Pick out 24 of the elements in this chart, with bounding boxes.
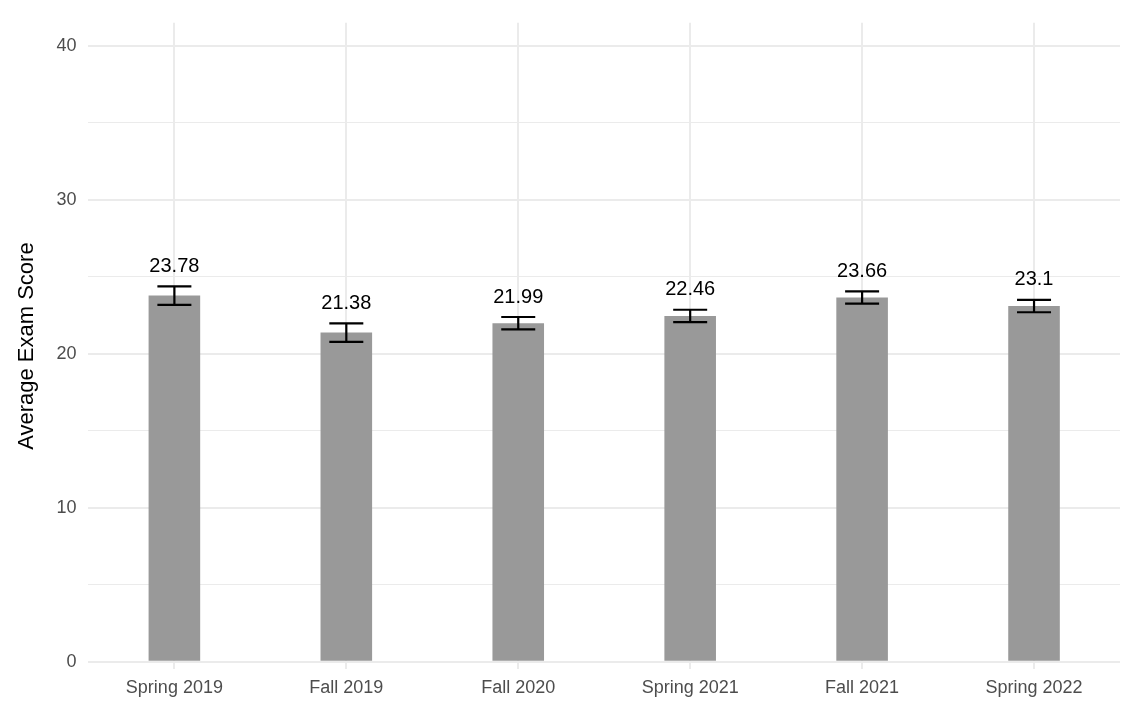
x-tick-label: Fall 2020: [481, 677, 556, 698]
data-label: 23.66: [837, 258, 888, 281]
y-tick-label: 20: [56, 342, 77, 363]
x-tick-label: Fall 2021: [825, 677, 900, 698]
y-tick-label: 30: [56, 188, 77, 209]
data-label: 23.1: [1014, 267, 1054, 290]
data-label: 22.46: [665, 277, 716, 300]
y-tick-label: 0: [66, 650, 77, 671]
bar: [836, 297, 888, 661]
x-tick-label: Spring 2021: [641, 677, 739, 698]
y-axis-title: Average Exam Score: [13, 242, 39, 450]
bar: [1008, 306, 1060, 661]
x-tick-label: Spring 2019: [125, 677, 223, 698]
y-tick-label: 40: [56, 34, 77, 55]
data-label: 21.99: [493, 284, 544, 307]
x-tick-label: Spring 2022: [985, 677, 1083, 698]
bar: [492, 323, 545, 661]
y-tick-label: 10: [56, 496, 77, 517]
data-label: 23.78: [149, 253, 200, 276]
x-tick-label: Fall 2019: [309, 677, 384, 698]
bar: [664, 315, 716, 661]
bar: [148, 295, 201, 661]
bar: [320, 332, 373, 661]
data-label: 21.38: [321, 290, 372, 313]
